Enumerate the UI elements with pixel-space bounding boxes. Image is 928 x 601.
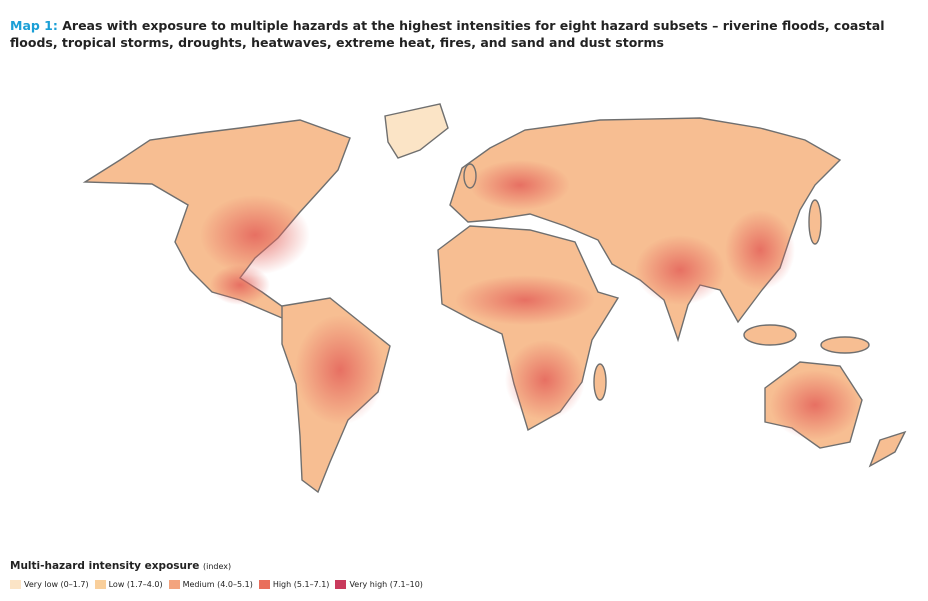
indonesia [743,324,797,346]
legend-swatch [168,580,180,589]
new-zealand [868,430,907,468]
intensity-overlay [200,160,860,440]
legend-title: Multi-hazard intensity exposure [10,560,200,572]
legend-label: Very high (7.1–10) [349,580,423,589]
legend-label: Low (1.7–4.0) [108,580,163,589]
map-label: Map 1: [10,18,58,33]
legend-item: Medium (4.0–5.1) [168,580,253,589]
legend-item: Low (1.7–4.0) [94,580,163,589]
legend-item: Very low (0–1.7) [10,580,89,589]
madagascar [593,363,607,401]
legend-title-row: Multi-hazard intensity exposure (index) [10,560,423,572]
map-title: Map 1: Areas with exposure to multiple h… [10,17,910,51]
legend-item: High (5.1–7.1) [258,580,330,589]
greenland [384,103,449,159]
legend-swatch [10,580,21,589]
world-map [82,103,907,494]
legend-swatch [335,580,347,589]
legend-unit: (index) [202,562,232,571]
legend-items: Very low (0–1.7) Low (1.7–4.0) Medium (4.0… [10,580,423,589]
new-guinea [820,336,870,354]
legend-item: Very high (7.1–10) [335,580,423,589]
japan [808,199,822,245]
legend-label: Medium (4.0–5.1) [182,580,253,589]
legend: Multi-hazard intensity exposure (index) … [10,560,423,589]
map-title-text: Areas with exposure to multiple hazards … [10,18,885,50]
legend-swatch [94,580,106,589]
legend-label: High (5.1–7.1) [272,580,330,589]
legend-label: Very low (0–1.7) [24,580,89,589]
legend-swatch [258,580,270,589]
